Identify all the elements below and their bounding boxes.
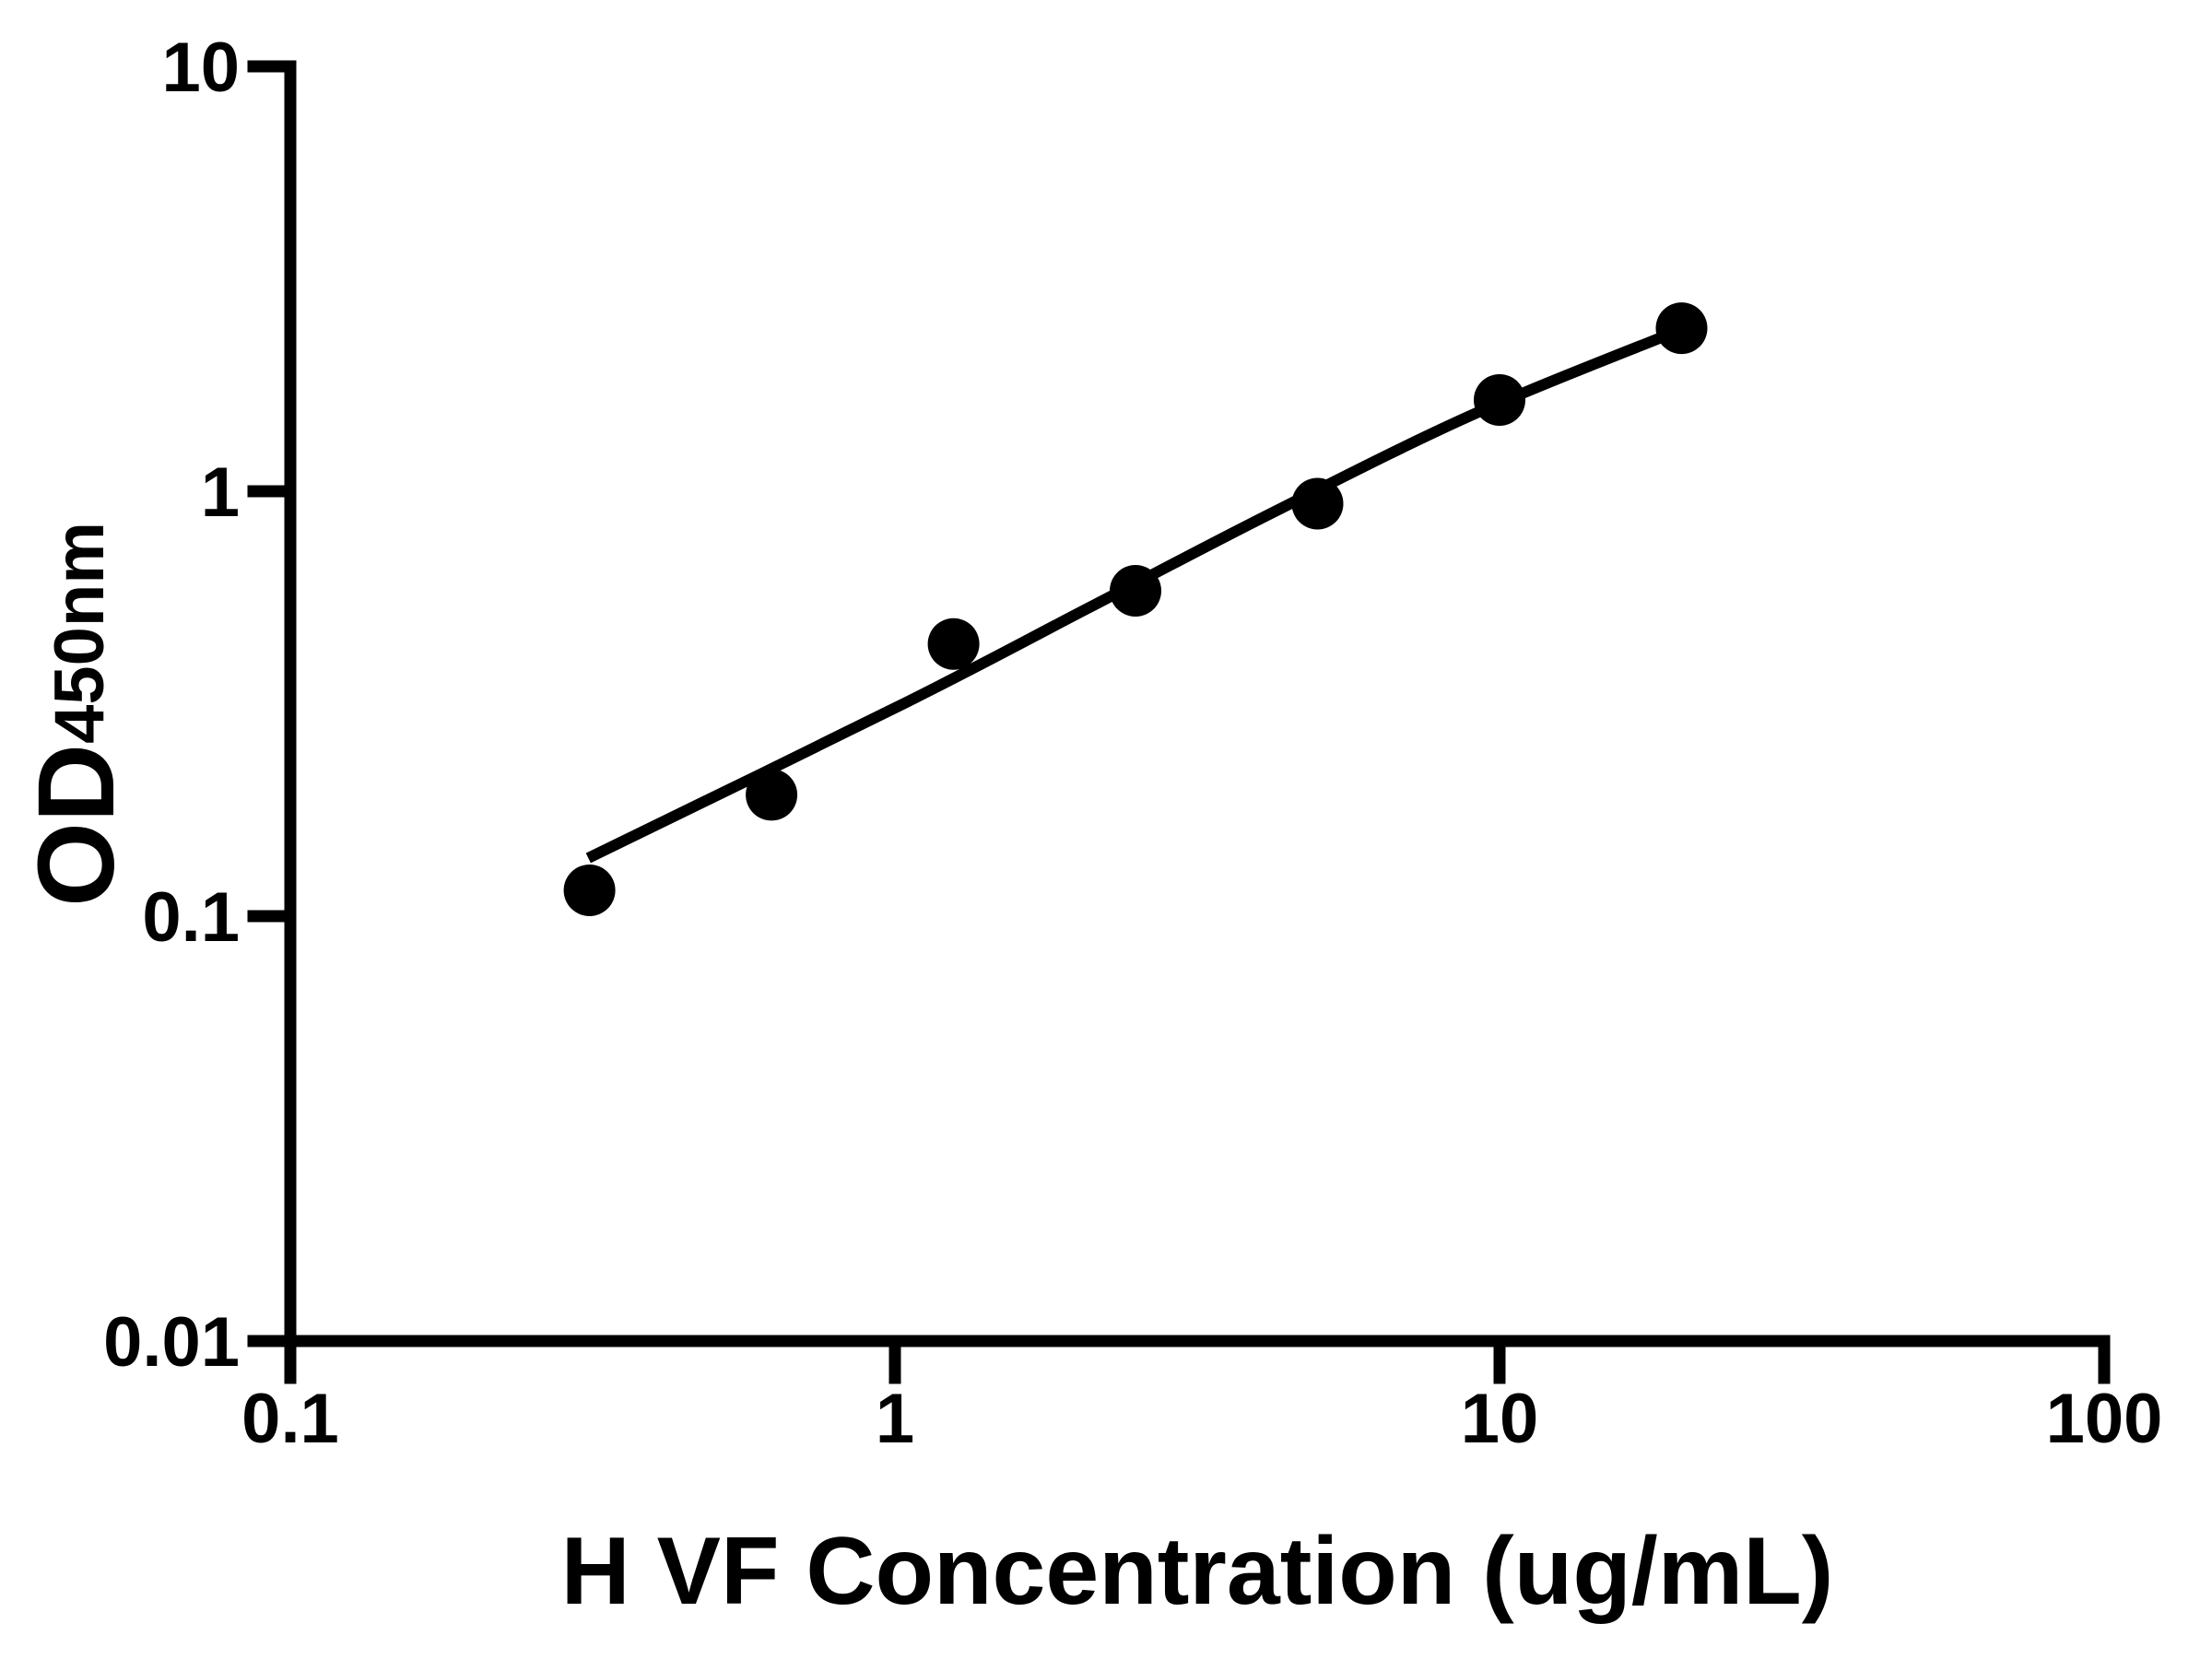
x-tick-label: 1: [876, 1380, 914, 1458]
data-point: [746, 769, 798, 821]
data-point: [1291, 477, 1344, 530]
y-axis-title: OD450nm: [16, 522, 137, 907]
axes-layer: [284, 60, 2111, 1347]
y-tick-label: 0.01: [103, 1303, 240, 1382]
series-layer: [563, 302, 1708, 916]
x-axis-title: H VF Concentration (ug/mL): [561, 1518, 1834, 1625]
y-axis-title-subscript: 450nm: [41, 522, 119, 744]
data-point: [1110, 565, 1161, 617]
x-tick-label: 0.1: [241, 1380, 339, 1458]
y-axis-title-main: OD: [16, 744, 137, 907]
y-tick-label: 10: [161, 29, 240, 107]
y-tick-label: 0.1: [142, 878, 240, 957]
data-point: [927, 618, 980, 670]
ticks-layer: [247, 60, 2111, 1384]
data-point: [1655, 302, 1708, 355]
data-point: [563, 865, 616, 916]
x-tick-label: 100: [2046, 1380, 2163, 1458]
y-tick-label: 1: [201, 453, 240, 532]
data-point: [1474, 374, 1525, 426]
x-tick-label: 10: [1461, 1380, 1539, 1458]
